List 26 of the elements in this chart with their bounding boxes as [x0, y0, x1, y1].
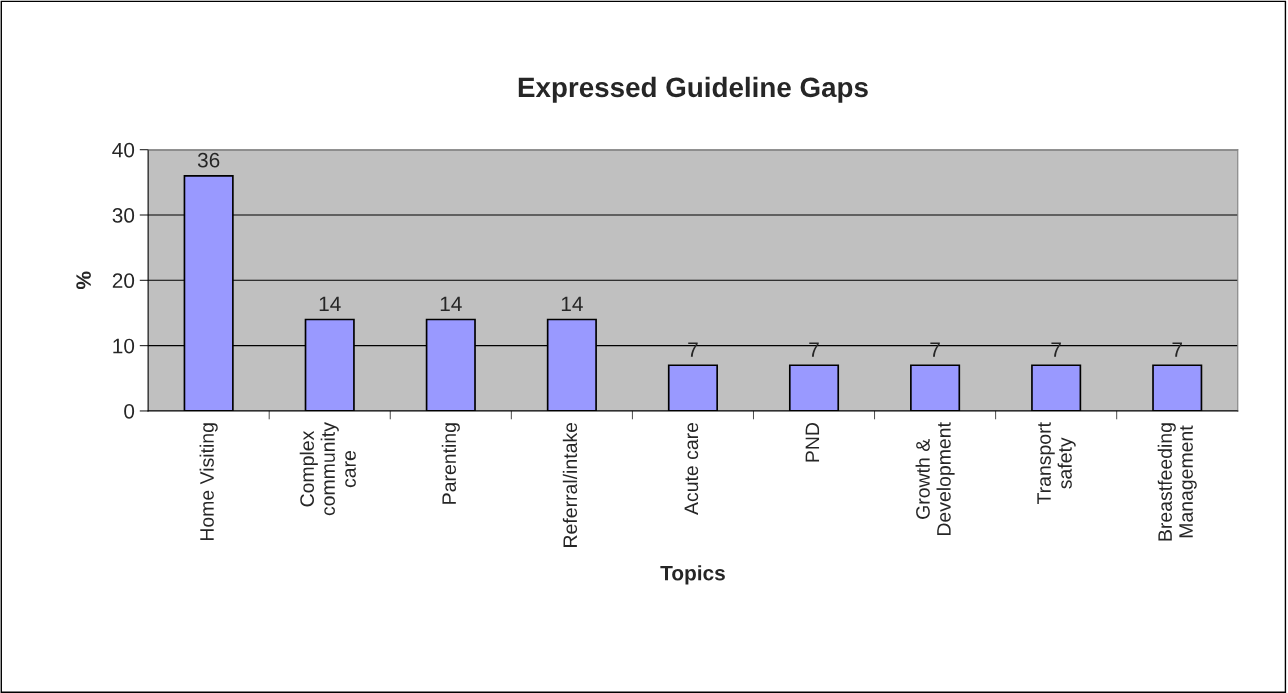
x-axis-title: Topics: [660, 565, 725, 585]
x-tick-label: Complex community care: [299, 422, 356, 516]
y-tick-label: 30: [112, 208, 135, 223]
data-label: 14: [440, 296, 462, 312]
data-label: 7: [930, 342, 940, 357]
chart-title: Expressed Guideline Gaps: [518, 76, 868, 103]
data-label: 7: [688, 342, 698, 357]
x-tick-label: Home Visiting: [199, 423, 218, 541]
y-axis-title: %: [76, 271, 91, 290]
x-tick-label: Growth & Development: [915, 422, 955, 536]
y-tick-label: 10: [113, 338, 135, 354]
y-tick-label: 0: [124, 403, 135, 419]
data-label: 7: [1051, 342, 1061, 357]
x-tick-label: Parenting: [441, 423, 460, 504]
x-tick-label: Transport safety: [1037, 422, 1076, 505]
y-tick-label: 20: [112, 273, 135, 289]
data-label: 14: [561, 296, 583, 312]
x-tick-label: Breastfeeding Management: [1157, 423, 1197, 541]
x-tick-label: Referral/intake: [562, 422, 578, 547]
data-label: 14: [319, 296, 341, 312]
data-label: 36: [197, 152, 220, 168]
x-tick-label: PND: [805, 422, 820, 462]
data-label: 7: [1172, 342, 1182, 357]
y-tick-label: 40: [112, 142, 135, 158]
data-label: 7: [809, 342, 819, 357]
x-tick-label: Acute care: [684, 422, 699, 515]
